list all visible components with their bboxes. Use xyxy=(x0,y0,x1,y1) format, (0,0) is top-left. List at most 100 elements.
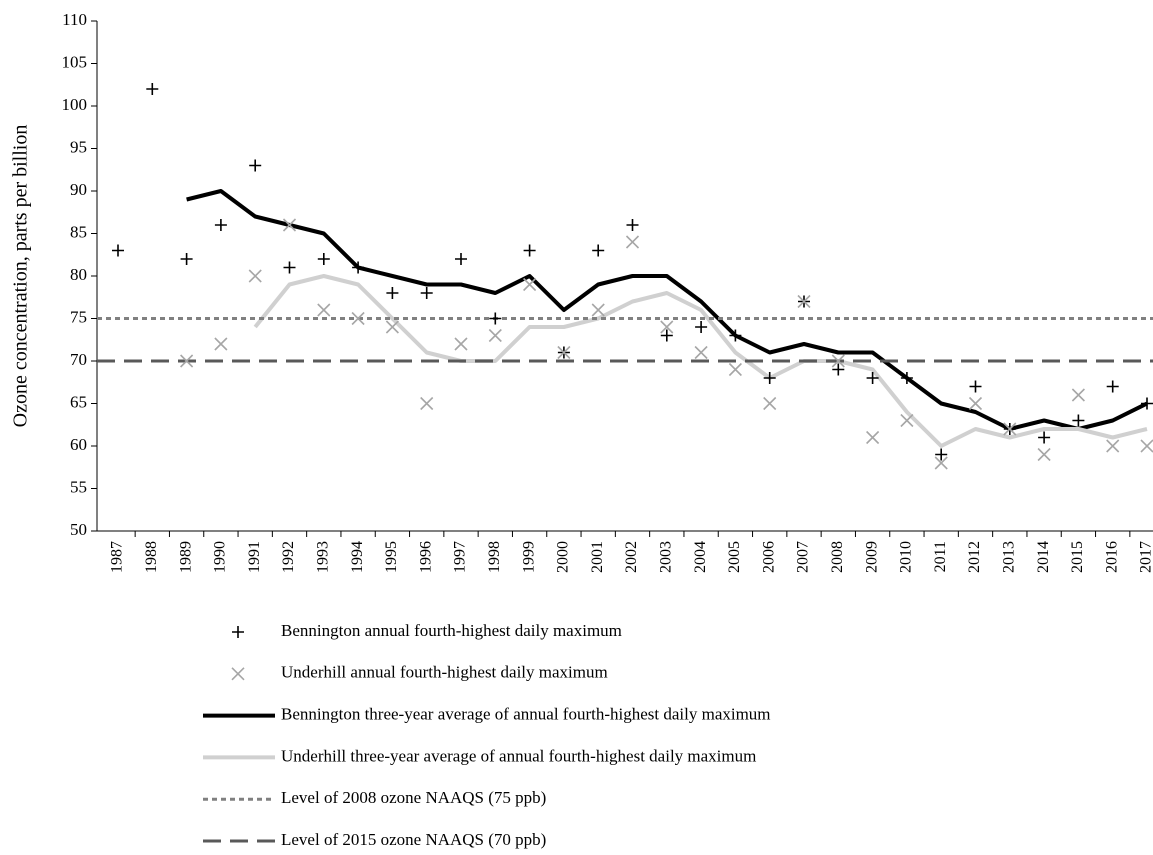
data-point xyxy=(146,83,159,95)
data-point xyxy=(112,244,124,257)
data-point xyxy=(180,354,194,368)
y-tick-label: 60 xyxy=(70,435,87,454)
data-point xyxy=(626,219,639,231)
data-point xyxy=(488,328,502,343)
data-point xyxy=(900,372,913,384)
x-tick-label: 2011 xyxy=(932,541,949,572)
data-point xyxy=(180,253,193,265)
legend-label: Level of 2015 ozone NAAQS (70 ppb) xyxy=(281,830,546,849)
data-point xyxy=(385,320,399,334)
x-tick-label: 2004 xyxy=(692,541,709,573)
x-tick-label: 2012 xyxy=(966,541,983,573)
legend-label: Underhill annual fourth-highest daily ma… xyxy=(281,663,608,682)
y-tick-label: 70 xyxy=(70,350,87,369)
x-tick-label: 2001 xyxy=(589,541,606,573)
data-point xyxy=(317,253,330,265)
data-point xyxy=(660,329,673,342)
data-point xyxy=(591,303,605,317)
data-point xyxy=(969,380,982,393)
y-tick-label: 100 xyxy=(62,95,88,114)
y-tick-label: 85 xyxy=(70,222,87,241)
data-point xyxy=(660,320,674,334)
average-line xyxy=(186,189,1148,431)
data-point xyxy=(1141,397,1153,410)
x-tick-label: 1999 xyxy=(520,541,537,573)
data-point xyxy=(832,363,845,376)
data-point xyxy=(592,244,605,257)
x-tick-label: 2017 xyxy=(1138,541,1153,573)
legend-label: Level of 2008 ozone NAAQS (75 ppb) xyxy=(281,788,546,807)
data-point xyxy=(831,354,845,368)
legend-symbol xyxy=(232,626,244,638)
y-tick-label: 95 xyxy=(70,137,87,156)
average-line xyxy=(253,274,1148,448)
data-point xyxy=(1106,380,1119,393)
x-tick-label: 1994 xyxy=(349,541,366,573)
data-point xyxy=(935,448,948,461)
data-point xyxy=(557,345,571,360)
legend-label: Underhill three-year average of annual f… xyxy=(281,746,756,765)
data-point xyxy=(763,372,776,384)
data-point xyxy=(695,321,708,333)
x-tick-label: 2015 xyxy=(1069,541,1086,573)
y-tick-label: 50 xyxy=(70,520,87,539)
data-point xyxy=(1106,439,1120,453)
data-point xyxy=(866,430,880,445)
x-tick-label: 2014 xyxy=(1035,541,1052,573)
x-tick-label: 1993 xyxy=(314,541,331,573)
y-axis-label: Ozone concentration, parts per billion xyxy=(10,125,32,428)
x-tick-label: 1998 xyxy=(486,541,503,573)
legend-label: Bennington annual fourth-highest daily m… xyxy=(281,621,622,640)
x-tick-label: 2013 xyxy=(1000,541,1017,573)
data-point xyxy=(900,413,914,428)
x-tick-label: 2003 xyxy=(657,541,674,573)
data-point xyxy=(1072,414,1085,427)
data-point xyxy=(523,244,536,257)
data-point xyxy=(1140,439,1153,453)
x-tick-label: 1987 xyxy=(109,541,126,573)
y-tick-label: 110 xyxy=(62,10,87,29)
y-tick-label: 75 xyxy=(70,307,87,326)
data-point xyxy=(351,311,365,326)
x-tick-label: 1996 xyxy=(417,541,434,573)
data-point xyxy=(729,329,742,342)
data-point xyxy=(386,287,399,299)
legend-label: Bennington three-year average of annual … xyxy=(281,705,771,724)
x-tick-label: 2016 xyxy=(1103,541,1120,573)
data-point xyxy=(317,303,331,317)
data-point xyxy=(283,261,296,274)
x-tick-label: 2009 xyxy=(863,541,880,573)
data-point xyxy=(420,287,433,299)
data-point xyxy=(420,396,434,411)
data-point xyxy=(523,277,537,292)
data-point xyxy=(455,253,467,265)
x-tick-label: 1988 xyxy=(143,541,160,573)
legend-symbol xyxy=(231,667,245,681)
x-tick-label: 1991 xyxy=(246,541,263,573)
x-tick-label: 1989 xyxy=(177,541,194,573)
y-tick-label: 65 xyxy=(70,392,87,411)
x-tick-label: 2000 xyxy=(555,541,572,573)
data-point xyxy=(797,294,811,309)
data-point xyxy=(763,396,777,411)
data-point xyxy=(249,159,262,172)
data-point xyxy=(214,219,227,231)
y-tick-label: 55 xyxy=(70,477,87,496)
x-tick-label: 2008 xyxy=(829,541,846,573)
data-point xyxy=(489,312,502,325)
data-point xyxy=(1037,447,1051,462)
y-tick-label: 80 xyxy=(70,265,87,284)
legend: Bennington annual fourth-highest daily m… xyxy=(203,621,771,849)
data-point xyxy=(1003,422,1017,436)
x-tick-label: 2005 xyxy=(726,541,743,573)
data-point xyxy=(282,218,297,232)
data-point xyxy=(625,235,640,249)
y-tick-label: 90 xyxy=(70,180,87,199)
x-tick-label: 2002 xyxy=(623,541,640,573)
data-point xyxy=(694,345,708,360)
data-point xyxy=(454,337,468,351)
data-point xyxy=(968,396,983,411)
data-point xyxy=(728,362,742,377)
data-point xyxy=(352,261,365,274)
